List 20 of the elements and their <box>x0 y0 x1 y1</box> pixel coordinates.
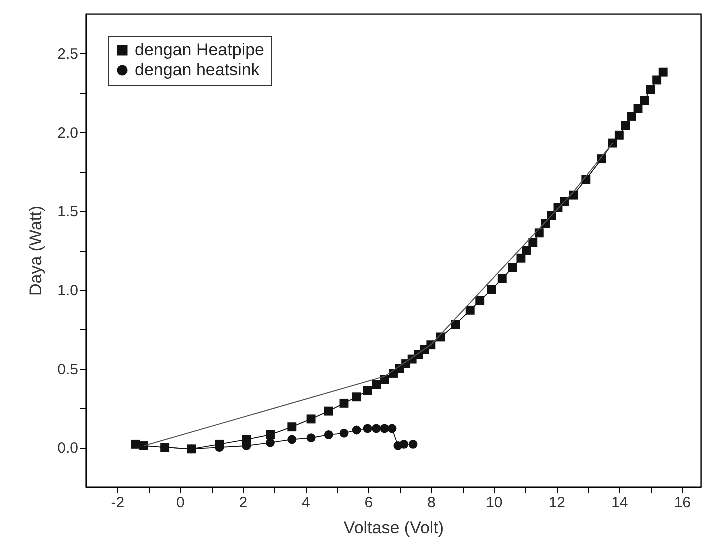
x-tick-label: 2 <box>239 494 248 512</box>
x-tick-label: 12 <box>548 494 566 512</box>
y-tick-label: 1.0 <box>58 282 78 300</box>
x-tick-label: 14 <box>612 494 628 512</box>
legend-label: dengan heatsink <box>135 60 260 80</box>
x-axis-title: Voltase (Volt) <box>344 518 444 538</box>
legend-label: dengan Heatpipe <box>135 40 265 60</box>
y-tick-label: 0.0 <box>58 440 78 458</box>
x-tick-label: 16 <box>674 494 692 512</box>
x-tick-label: 10 <box>486 494 503 512</box>
y-tick-label: 0.5 <box>58 361 78 378</box>
x-tick-label: 0 <box>176 494 185 512</box>
x-tick-label: 8 <box>427 494 436 512</box>
y-tick-label: 1.5 <box>58 204 78 221</box>
y-tick-label: 2.0 <box>58 124 78 142</box>
x-tick-label: 4 <box>302 494 310 512</box>
y-axis-title: Daya (Watt) <box>26 206 46 296</box>
x-tick-label: -2 <box>111 494 125 512</box>
x-tick-label: 6 <box>364 494 374 512</box>
y-tick-label: 2.5 <box>58 46 78 63</box>
